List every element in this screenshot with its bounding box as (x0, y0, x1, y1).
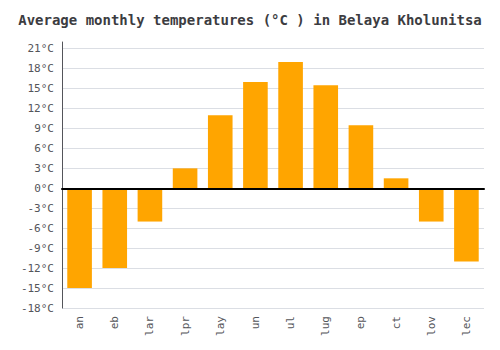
svg-text:lug: lug (319, 316, 332, 336)
svg-text:6°C: 6°C (34, 142, 54, 155)
svg-text:-15°C: -15°C (21, 282, 54, 295)
svg-text:-18°C: -18°C (21, 302, 54, 315)
svg-text:-9°C: -9°C (28, 242, 55, 255)
svg-text:-12°C: -12°C (21, 262, 54, 275)
svg-text:eb: eb (108, 316, 121, 329)
svg-text:Average monthly temperatures (: Average monthly temperatures (°C ) in Be… (18, 12, 482, 28)
svg-text:12°C: 12°C (28, 102, 55, 115)
svg-text:0°C: 0°C (34, 182, 54, 195)
svg-text:ul: ul (284, 316, 297, 329)
svg-text:15°C: 15°C (28, 82, 55, 95)
svg-text:ct: ct (390, 316, 403, 329)
svg-text:lay: lay (214, 316, 227, 336)
svg-text:lec: lec (460, 316, 473, 336)
svg-text:3°C: 3°C (34, 162, 54, 175)
svg-text:9°C: 9°C (34, 122, 54, 135)
svg-text:18°C: 18°C (28, 62, 55, 75)
svg-text:lpr: lpr (179, 316, 192, 336)
svg-text:-3°C: -3°C (28, 202, 55, 215)
svg-text:-6°C: -6°C (28, 222, 55, 235)
svg-text:ep: ep (354, 316, 367, 329)
svg-text:an: an (73, 316, 86, 329)
svg-text:un: un (249, 316, 262, 329)
svg-text:lov: lov (425, 316, 438, 336)
svg-text:21°C: 21°C (28, 42, 55, 55)
svg-text:lar: lar (143, 316, 156, 336)
